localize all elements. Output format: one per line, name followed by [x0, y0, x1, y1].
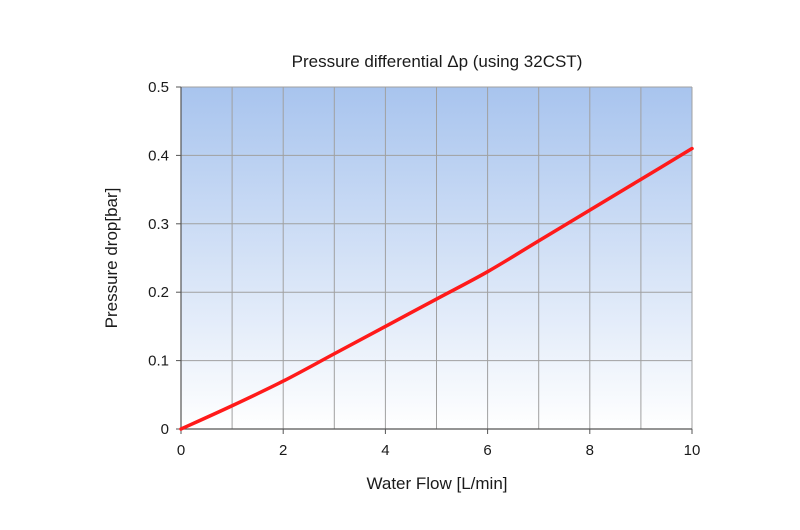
- y-tick-label: 0.4: [148, 147, 169, 164]
- y-tick-label: 0.2: [148, 284, 169, 301]
- y-tick-label: 0.5: [148, 79, 169, 96]
- y-tick-label: 0.1: [148, 353, 169, 370]
- grid-lines: [180, 86, 693, 430]
- x-tick-label: 2: [279, 442, 287, 459]
- x-axis-title: Water Flow [L/min]: [366, 474, 507, 493]
- chart-title: Pressure differential Δp (using 32CST): [292, 52, 583, 71]
- y-tick-label: 0: [161, 421, 169, 438]
- y-tick-label: 0.3: [148, 216, 169, 233]
- series-line-0: [179, 146, 694, 431]
- series-layer: [179, 146, 694, 431]
- x-tick-label: 0: [177, 442, 185, 459]
- tick-labels: 0 2 4 6 8 10 0 0.1 0.2 0.3 0.4 0.5: [148, 79, 700, 459]
- x-tick-label: 10: [684, 442, 701, 459]
- x-tick-label: 6: [483, 442, 491, 459]
- y-axis-title: Pressure drop[bar]: [102, 188, 121, 329]
- x-tick-label: 8: [586, 442, 594, 459]
- x-tick-label: 4: [381, 442, 389, 459]
